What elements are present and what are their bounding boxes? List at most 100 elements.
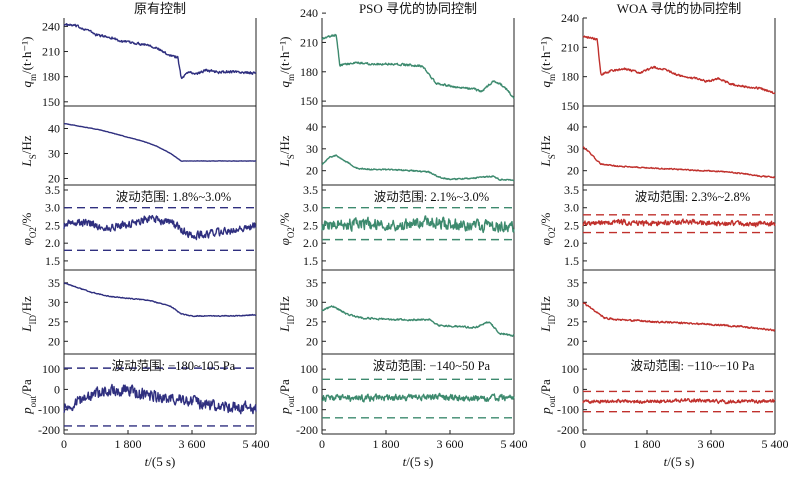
- y-tick-label: 35: [567, 276, 579, 290]
- y-axis-label: φO2/%: [538, 213, 557, 246]
- chart-column-3: WOA 寻优的协同控制 0 1 800 3 600 5 400 t/(5 s) 150 180…: [538, 1, 789, 469]
- y-axis-label: LS/Hz: [19, 135, 38, 167]
- panel-3: 1.5 2.0 2.5 3.0 3.5 φO2/% 波动范围: 2.3%~2.8%: [538, 183, 776, 268]
- series-line: [321, 305, 515, 337]
- x-tick-label: 0: [319, 437, 325, 451]
- y-tick-label: 25: [48, 315, 60, 329]
- y-tick-label: 20: [567, 334, 579, 348]
- panel-1: 150 180 210 240 qm/(t·h⁻¹): [277, 6, 515, 108]
- series-line: [63, 122, 257, 162]
- x-tick-label: 3 600: [698, 437, 725, 451]
- panel-4: 20 25 30 35 LID/Hz: [19, 276, 257, 348]
- y-tick-label: 40: [567, 120, 579, 134]
- y-tick-label: -100: [296, 403, 318, 417]
- x-tick-label: 1 800: [373, 437, 400, 451]
- y-tick-label: 240: [300, 6, 318, 20]
- y-tick-label: -100: [557, 403, 579, 417]
- y-tick-label: 3.5: [564, 183, 579, 197]
- x-tick-label: 5 400: [762, 437, 789, 451]
- y-tick-label: 100: [42, 362, 60, 376]
- x-tick-label: 1 800: [115, 437, 142, 451]
- x-tick-label: 3 600: [179, 437, 206, 451]
- y-tick-label: 2.5: [45, 218, 60, 232]
- y-tick-label: 25: [306, 315, 318, 329]
- y-tick-label: 0: [312, 382, 318, 396]
- fluctuation-annotation: 波动范围: −110~−10 Pa: [631, 359, 755, 373]
- y-tick-label: 100: [561, 362, 579, 376]
- series-line: [63, 383, 257, 415]
- y-axis-label: pout/Pa: [538, 379, 557, 415]
- y-axis-label: qm/(t·h⁻¹): [277, 37, 296, 88]
- x-axis-label: t/(5 s): [664, 454, 695, 469]
- panel-5: -200 -100 0 100 pout/Pa 波动范围: −180~105 Pa: [19, 359, 257, 437]
- fluctuation-annotation: 波动范围: −180~105 Pa: [112, 359, 236, 373]
- y-axis-label: pout/Pa: [277, 379, 296, 415]
- y-tick-label: 0: [573, 382, 579, 396]
- y-tick-label: 30: [567, 142, 579, 156]
- y-tick-label: 210: [300, 35, 318, 49]
- y-tick-label: 20: [567, 164, 579, 178]
- y-tick-label: 2.5: [564, 218, 579, 232]
- y-tick-label: 180: [42, 70, 60, 84]
- y-axis-label: qm/(t·h⁻¹): [538, 37, 557, 88]
- y-tick-label: 30: [48, 295, 60, 309]
- panel-4: 20 25 30 35 LID/Hz: [277, 276, 515, 348]
- y-tick-label: 3.0: [45, 201, 60, 215]
- series-line: [321, 392, 515, 403]
- y-axis-label: LID/Hz: [538, 296, 557, 333]
- y-tick-label: 40: [48, 122, 60, 136]
- panel-1: 150 180 210 240 qm/(t·h⁻¹): [538, 11, 776, 113]
- y-tick-label: 150: [300, 94, 318, 108]
- y-tick-label: 2.0: [45, 236, 60, 250]
- y-tick-label: 240: [42, 19, 60, 33]
- y-tick-label: 3.0: [303, 201, 318, 215]
- y-tick-label: 210: [561, 40, 579, 54]
- fluctuation-annotation: 波动范围: 2.1%~3.0%: [374, 190, 489, 204]
- x-tick-label: 5 400: [243, 437, 270, 451]
- y-tick-label: 2.0: [564, 236, 579, 250]
- y-tick-label: 2.0: [303, 236, 318, 250]
- series-line: [321, 154, 515, 182]
- y-tick-label: 3.5: [303, 183, 318, 197]
- chart-column-2: PSO 寻优的协同控制 0 1 800 3 600 5 400 t/(5 s) 150 180…: [277, 1, 528, 469]
- series-line: [582, 218, 776, 228]
- chart-column-1: 原有控制 0 1 800 3 600 5 400 t/(5 s) 150 180 210 240 q…: [19, 1, 270, 469]
- y-tick-label: -200: [557, 423, 579, 437]
- y-axis-label: LID/Hz: [19, 296, 38, 333]
- y-tick-label: 30: [567, 295, 579, 309]
- y-tick-label: 20: [306, 164, 318, 178]
- y-tick-label: 3.5: [45, 183, 60, 197]
- y-tick-label: 35: [48, 276, 60, 290]
- series-line: [582, 302, 776, 332]
- y-tick-label: 180: [561, 70, 579, 84]
- series-line: [582, 146, 776, 179]
- chart-title: WOA 寻优的协同控制: [617, 1, 742, 16]
- y-tick-label: 180: [300, 65, 318, 79]
- y-tick-label: 0: [54, 382, 60, 396]
- panel-4: 20 25 30 35 LID/Hz: [538, 276, 776, 348]
- panel-5: -200 -100 0 100 pout/Pa 波动范围: −140~50 Pa: [277, 359, 515, 437]
- x-axis-label: t/(5 s): [145, 454, 176, 469]
- x-tick-label: 3 600: [437, 437, 464, 451]
- panel-5: -200 -100 0 100 pout/Pa 波动范围: −110~−10 Pa: [538, 359, 776, 437]
- panel-3: 1.5 2.0 2.5 3.0 3.5 φO2/% 波动范围: 1.8%~3.0%: [19, 183, 257, 268]
- fluctuation-annotation: 波动范围: 2.3%~2.8%: [635, 190, 750, 204]
- x-tick-label: 5 400: [501, 437, 528, 451]
- series-line: [582, 35, 776, 95]
- panel-3: 1.5 2.0 2.5 3.0 3.5 φO2/% 波动范围: 2.1%~3.0%: [277, 183, 515, 268]
- x-axis-label: t/(5 s): [403, 454, 434, 469]
- y-tick-label: 1.5: [45, 254, 60, 268]
- series-line: [63, 282, 257, 318]
- panel-2: 20 30 40 LS/Hz: [538, 120, 776, 179]
- panel-2: 20 30 40 LS/Hz: [277, 120, 515, 182]
- y-tick-label: -200: [38, 423, 60, 437]
- y-tick-label: 2.5: [303, 218, 318, 232]
- y-axis-label: pout/Pa: [19, 379, 38, 415]
- panel-2: 20 30 40 LS/Hz: [19, 122, 257, 186]
- panel-1: 150 180 210 240 qm/(t·h⁻¹): [19, 19, 257, 109]
- y-axis-label: qm/(t·h⁻¹): [19, 37, 38, 88]
- y-tick-label: 30: [306, 295, 318, 309]
- y-axis-label: φO2/%: [277, 213, 296, 246]
- series-line: [63, 23, 257, 80]
